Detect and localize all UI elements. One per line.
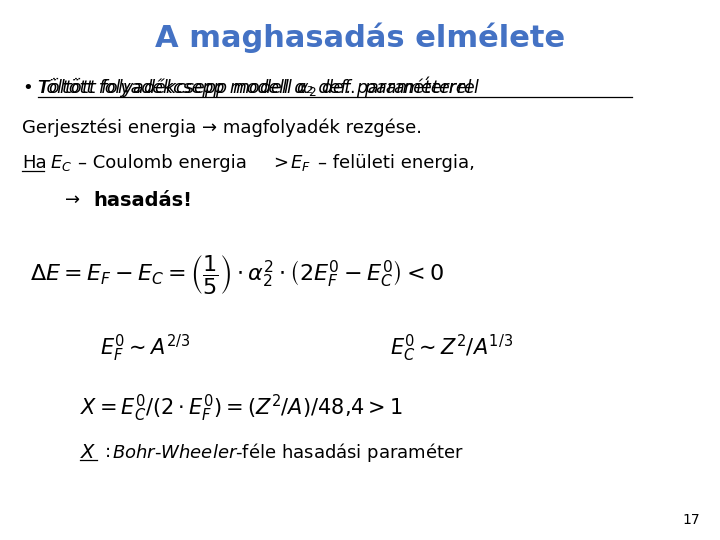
Text: •: • bbox=[22, 79, 32, 97]
Text: $\Delta E = E_F - E_C = \left(\dfrac{1}{5}\right) \cdot \alpha_2^2 \cdot \left(2: $\Delta E = E_F - E_C = \left(\dfrac{1}{… bbox=[30, 253, 444, 296]
Text: – felületi energia,: – felületi energia, bbox=[318, 154, 475, 172]
Text: $\mathit{T\"{o}lt\"{o}tt\ folyadékcsepp\ modell}$$\ \mathit{\alpha_2}\ \mathit{d: $\mathit{T\"{o}lt\"{o}tt\ folyadékcsepp\… bbox=[38, 76, 481, 100]
Text: – Coulomb energia: – Coulomb energia bbox=[78, 154, 247, 172]
Text: $\mathit{X}$: $\mathit{X}$ bbox=[80, 442, 96, 462]
Text: $X = E_C^0/(2 \cdot E_F^0) = (Z^2/A)/48{,}4 > 1$: $X = E_C^0/(2 \cdot E_F^0) = (Z^2/A)/48{… bbox=[80, 393, 403, 423]
Text: $E_F$: $E_F$ bbox=[290, 153, 311, 173]
Text: Töltött folyadékcsepp modell α₂ def. paraméterrel: Töltött folyadékcsepp modell α₂ def. par… bbox=[38, 79, 472, 97]
Text: $E_C$: $E_C$ bbox=[50, 153, 72, 173]
Text: Gerjesztési energia → magfolyadék rezgése.: Gerjesztési energia → magfolyadék rezgés… bbox=[22, 119, 422, 137]
Text: hasadás!: hasadás! bbox=[93, 191, 192, 210]
Text: $E_C^0 \sim Z^2 / A^{1/3}$: $E_C^0 \sim Z^2 / A^{1/3}$ bbox=[390, 333, 513, 363]
Text: $E_F^0 \sim A^{2/3}$: $E_F^0 \sim A^{2/3}$ bbox=[100, 333, 190, 363]
Text: $\mathit{Bohr}$-$\mathit{Wheeler}$-féle hasadási paraméter: $\mathit{Bohr}$-$\mathit{Wheeler}$-féle … bbox=[112, 441, 464, 463]
Text: A maghasadás elmélete: A maghasadás elmélete bbox=[155, 23, 565, 53]
Text: 17: 17 bbox=[683, 513, 700, 527]
Text: $>$: $>$ bbox=[270, 154, 289, 172]
Text: →: → bbox=[65, 191, 80, 209]
Text: :: : bbox=[105, 443, 124, 461]
Text: Ha: Ha bbox=[22, 154, 47, 172]
